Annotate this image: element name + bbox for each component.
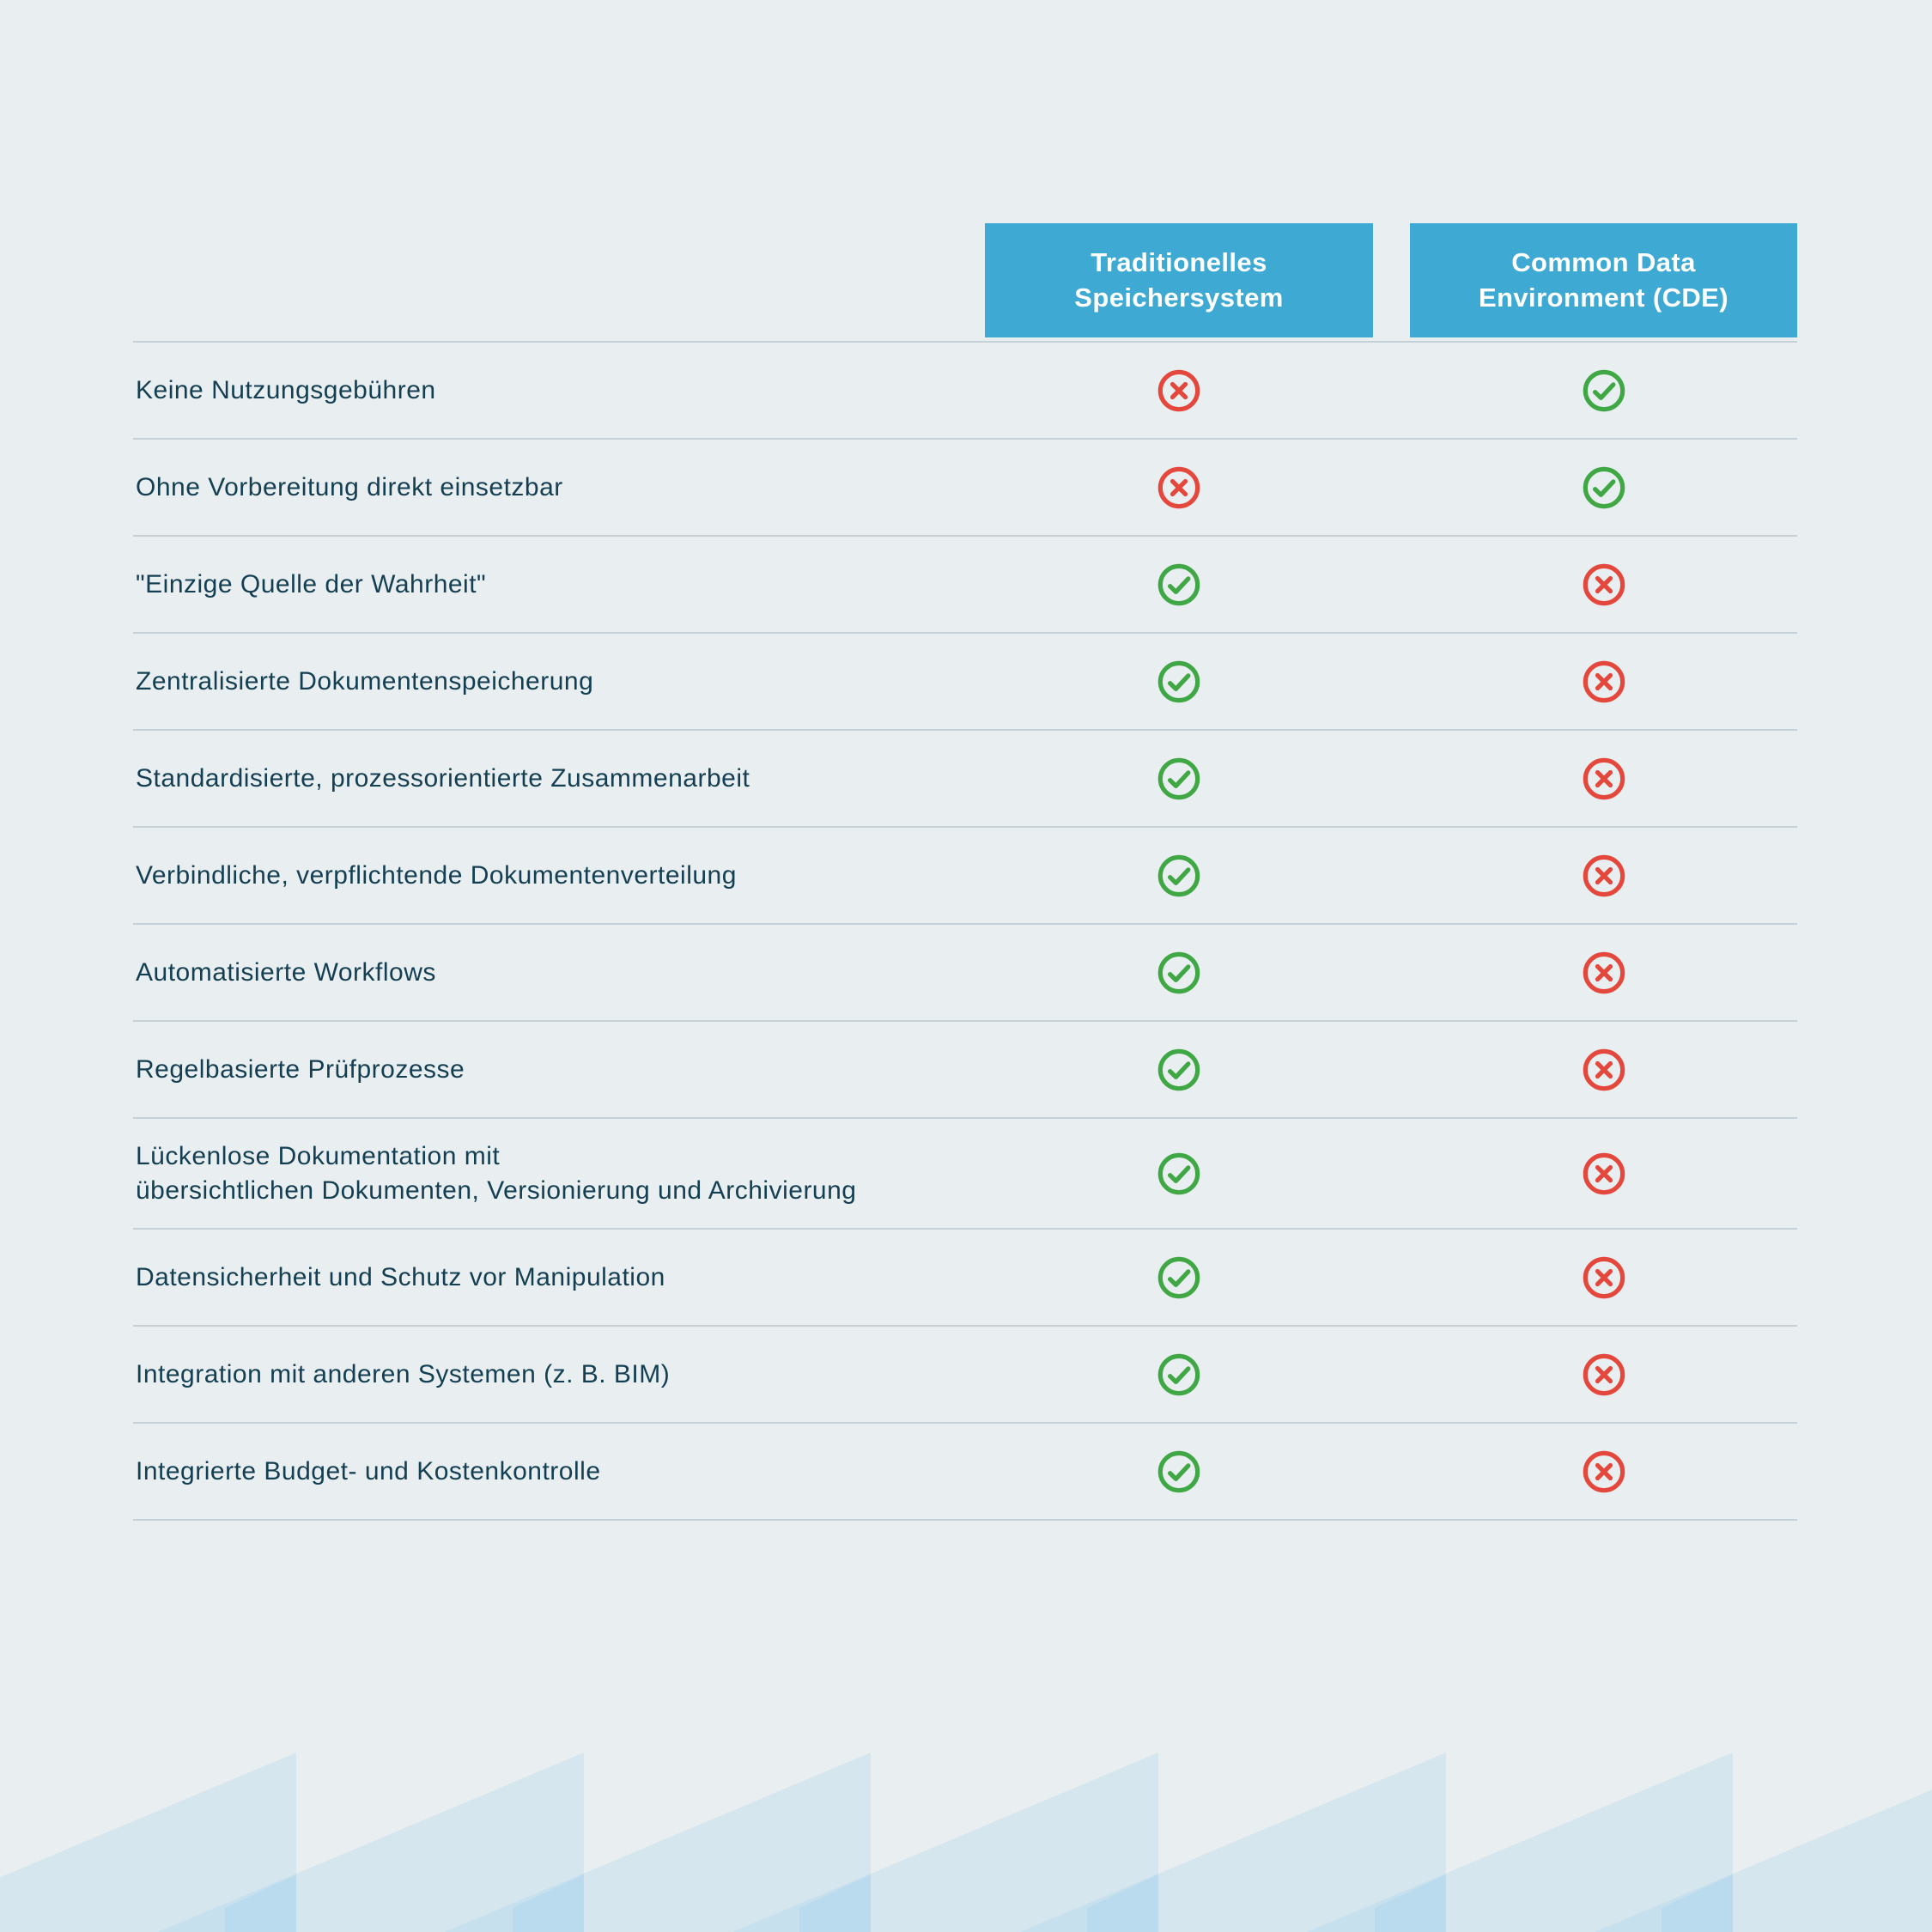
cross-icon: [1157, 369, 1200, 411]
sail-foot-shape: [1662, 1874, 1733, 1932]
sail-shape: [445, 1753, 871, 1932]
sail-shape: [1307, 1753, 1733, 1932]
check-icon: [1583, 369, 1625, 411]
cross-icon: [1583, 757, 1625, 799]
cde-cell: [1410, 1424, 1797, 1519]
table-header-row: Traditionelles Speichersystem Common Dat…: [133, 223, 1797, 337]
column-header-cde: Common Data Environment (CDE): [1410, 223, 1797, 337]
check-icon: [1157, 951, 1200, 993]
decoration-svg: [0, 1753, 1932, 1932]
check-icon: [1157, 757, 1200, 799]
cde-cell: [1410, 343, 1797, 438]
feature-label: Keine Nutzungsgebühren: [136, 375, 436, 404]
cross-icon: [1157, 466, 1200, 508]
sail-shape: [158, 1753, 584, 1932]
feature-label: Regelbasierte Prüfprozesse: [136, 1054, 465, 1084]
traditional-cell: [985, 1230, 1373, 1325]
check-icon: [1157, 1256, 1200, 1298]
traditional-cell: [985, 537, 1373, 632]
sail-foot-shape: [1375, 1874, 1446, 1932]
cross-icon: [1583, 1450, 1625, 1492]
table-row: Regelbasierte Prüfprozesse: [133, 1020, 1797, 1117]
table-row: Datensicherheit und Schutz vor Manipulat…: [133, 1228, 1797, 1325]
feature-label: Lückenlose Dokumentation mit übersichtli…: [136, 1142, 857, 1205]
traditional-cell: [985, 1424, 1373, 1519]
check-icon: [1157, 854, 1200, 896]
cde-cell: [1410, 537, 1797, 632]
feature-label: Automatisierte Workflows: [136, 957, 436, 987]
table-row: "Einzige Quelle der Wahrheit": [133, 535, 1797, 632]
check-icon: [1157, 1152, 1200, 1194]
feature-label: Ohne Vorbereitung direkt einsetzbar: [136, 472, 563, 501]
feature-label: Zentralisierte Dokumentenspeicherung: [136, 666, 594, 696]
cross-icon: [1583, 1048, 1625, 1091]
traditional-cell: [985, 731, 1373, 826]
table-row: Ohne Vorbereitung direkt einsetzbar: [133, 438, 1797, 535]
cde-cell: [1410, 1119, 1797, 1228]
traditional-cell: [985, 828, 1373, 923]
table-row: Zentralisierte Dokumentenspeicherung: [133, 632, 1797, 729]
feature-label: "Einzige Quelle der Wahrheit": [136, 569, 487, 598]
check-icon: [1157, 1450, 1200, 1492]
feature-label: Integration mit anderen Systemen (z. B. …: [136, 1359, 671, 1388]
traditional-cell: [985, 343, 1373, 438]
bottom-decoration-pattern: [0, 1750, 1932, 1932]
feature-label: Standardisierte, prozessorientierte Zusa…: [136, 763, 750, 793]
check-icon: [1583, 466, 1625, 508]
check-icon: [1157, 563, 1200, 605]
cde-cell: [1410, 925, 1797, 1020]
sail-shape: [1020, 1753, 1446, 1932]
cross-icon: [1583, 1152, 1625, 1194]
table-row: Standardisierte, prozessorientierte Zusa…: [133, 729, 1797, 826]
traditional-cell: [985, 1119, 1373, 1228]
cde-cell: [1410, 440, 1797, 535]
comparison-table: Traditionelles Speichersystem Common Dat…: [133, 223, 1797, 1522]
traditional-cell: [985, 634, 1373, 729]
sail-shape: [1595, 1789, 1932, 1932]
table-row: Keine Nutzungsgebühren: [133, 341, 1797, 438]
traditional-cell: [985, 1022, 1373, 1117]
table-row: Automatisierte Workflows: [133, 923, 1797, 1020]
cross-icon: [1583, 854, 1625, 896]
sail-foot-shape: [225, 1874, 296, 1932]
cde-cell: [1410, 1230, 1797, 1325]
table-row: Integration mit anderen Systemen (z. B. …: [133, 1325, 1797, 1422]
sail-foot-shape: [1087, 1874, 1158, 1932]
cde-cell: [1410, 634, 1797, 729]
feature-label: Integrierte Budget- und Kostenkontrolle: [136, 1456, 601, 1485]
traditional-cell: [985, 925, 1373, 1020]
header-spacer: [133, 223, 985, 337]
traditional-cell: [985, 1327, 1373, 1422]
sail-foot-shape: [799, 1874, 871, 1932]
feature-label: Verbindliche, verpflichtende Dokumentenv…: [136, 860, 737, 890]
cross-icon: [1583, 1256, 1625, 1298]
cross-icon: [1583, 563, 1625, 605]
column-header-traditional: Traditionelles Speichersystem: [985, 223, 1373, 337]
cde-cell: [1410, 731, 1797, 826]
feature-label: Datensicherheit und Schutz vor Manipulat…: [136, 1262, 665, 1291]
traditional-cell: [985, 440, 1373, 535]
cross-icon: [1583, 951, 1625, 993]
check-icon: [1157, 1353, 1200, 1395]
table-body: Keine Nutzungsgebühren Ohne Vorbereitung …: [133, 341, 1797, 1522]
table-row: Verbindliche, verpflichtende Dokumentenv…: [133, 826, 1797, 923]
sail-foot-shape: [513, 1874, 584, 1932]
cde-cell: [1410, 828, 1797, 923]
check-icon: [1157, 1048, 1200, 1091]
table-row: Integrierte Budget- und Kostenkontrolle: [133, 1422, 1797, 1519]
cde-cell: [1410, 1022, 1797, 1117]
cross-icon: [1583, 660, 1625, 702]
cde-cell: [1410, 1327, 1797, 1422]
sail-shape: [0, 1753, 296, 1932]
sail-shape: [732, 1753, 1158, 1932]
cross-icon: [1583, 1353, 1625, 1395]
table-row: Lückenlose Dokumentation mit übersichtli…: [133, 1117, 1797, 1228]
check-icon: [1157, 660, 1200, 702]
